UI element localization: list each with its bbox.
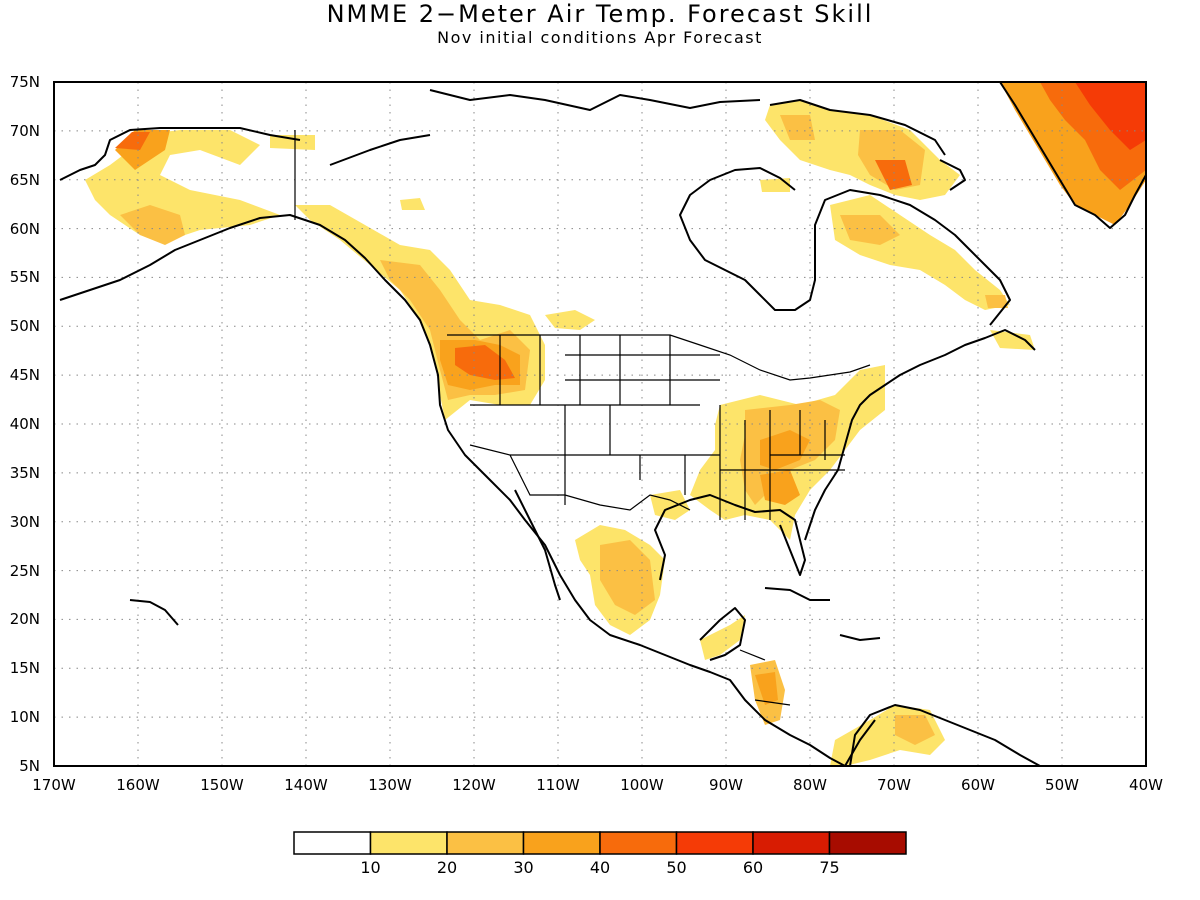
lon-label: 80W bbox=[793, 776, 827, 794]
lon-label: 70W bbox=[877, 776, 911, 794]
latitude-labels: 5N 10N 15N 20N 25N 30N 35N 40N 45N 50N 5… bbox=[10, 73, 40, 775]
lat-label: 45N bbox=[10, 366, 40, 384]
lat-label: 25N bbox=[10, 562, 40, 580]
colorbar-label: 75 bbox=[819, 858, 839, 877]
colorbar-swatch bbox=[599, 831, 678, 855]
colorbar-swatch bbox=[293, 831, 372, 855]
lat-label: 30N bbox=[10, 513, 40, 531]
lat-label: 50N bbox=[10, 317, 40, 335]
lon-label: 130W bbox=[368, 776, 412, 794]
lat-label: 75N bbox=[10, 73, 40, 91]
lon-label: 160W bbox=[116, 776, 160, 794]
colorbar-swatch bbox=[752, 831, 831, 855]
colorbar-swatch bbox=[828, 831, 907, 855]
colorbar-swatch bbox=[675, 831, 754, 855]
coastlines bbox=[59, 82, 1146, 766]
lat-label: 55N bbox=[10, 268, 40, 286]
political-borders bbox=[294, 130, 871, 706]
lon-label: 150W bbox=[200, 776, 244, 794]
grid-lines bbox=[54, 82, 1146, 766]
lat-label: 15N bbox=[10, 659, 40, 677]
map-title: NMME 2−Meter Air Temp. Forecast Skill bbox=[326, 0, 874, 28]
lon-label: 100W bbox=[620, 776, 664, 794]
lat-label: 40N bbox=[10, 415, 40, 433]
lat-label: 5N bbox=[19, 757, 40, 775]
lat-label: 35N bbox=[10, 464, 40, 482]
lon-label: 60W bbox=[961, 776, 995, 794]
colorbar-label: 20 bbox=[437, 858, 457, 877]
lon-label: 40W bbox=[1129, 776, 1163, 794]
map-frame bbox=[53, 81, 1147, 767]
colorbar: 10 20 30 40 50 60 75 bbox=[293, 831, 907, 877]
lat-label: 65N bbox=[10, 171, 40, 189]
lon-label: 90W bbox=[709, 776, 743, 794]
map-subtitle: Nov initial conditions Apr Forecast bbox=[437, 28, 763, 47]
lon-label: 110W bbox=[536, 776, 580, 794]
lon-label: 50W bbox=[1045, 776, 1079, 794]
longitude-labels: 170W 160W 150W 140W 130W 120W 110W 100W … bbox=[32, 776, 1163, 794]
colorbar-label: 30 bbox=[513, 858, 533, 877]
colorbar-label: 10 bbox=[360, 858, 380, 877]
colorbar-swatch bbox=[369, 831, 448, 855]
lon-label: 140W bbox=[284, 776, 328, 794]
colorbar-label: 50 bbox=[666, 858, 686, 877]
lat-label: 10N bbox=[10, 708, 40, 726]
lat-label: 20N bbox=[10, 610, 40, 628]
lat-label: 60N bbox=[10, 220, 40, 238]
colorbar-swatch bbox=[522, 831, 601, 855]
colorbar-label: 40 bbox=[590, 858, 610, 877]
skill-shading bbox=[85, 82, 1146, 766]
colorbar-swatch bbox=[446, 831, 525, 855]
colorbar-label: 60 bbox=[743, 858, 763, 877]
lon-label: 170W bbox=[32, 776, 76, 794]
lon-label: 120W bbox=[452, 776, 496, 794]
lat-label: 70N bbox=[10, 122, 40, 140]
